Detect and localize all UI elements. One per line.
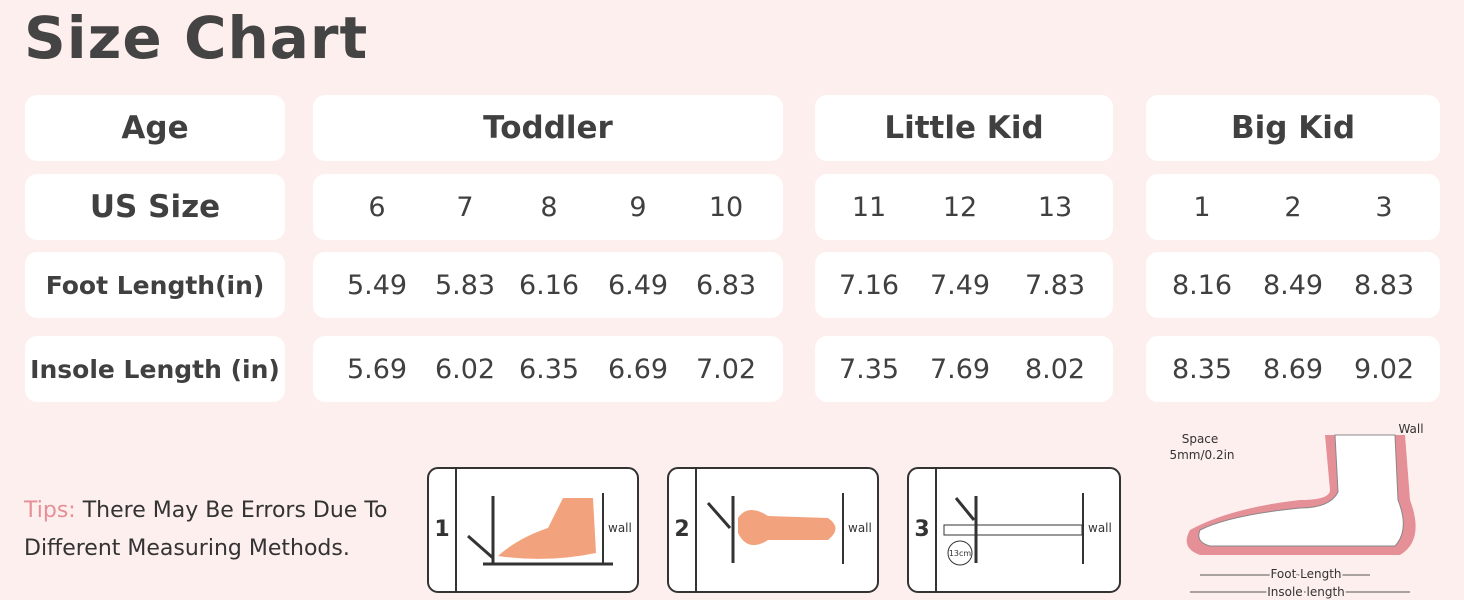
value: 8.16 bbox=[1171, 269, 1233, 301]
foot-diagram: Space 5mm/0.2in Wall Foot Length Insole … bbox=[1169, 422, 1423, 600]
value: 7.02 bbox=[695, 353, 757, 385]
insole-length-label: Insole length bbox=[1267, 585, 1345, 599]
header-cell bbox=[313, 95, 783, 161]
step-number: 2 bbox=[674, 517, 689, 542]
header-cell bbox=[815, 95, 1113, 161]
cell bbox=[1146, 336, 1440, 402]
wall-label: Wall bbox=[1398, 422, 1423, 436]
cell bbox=[1146, 174, 1440, 240]
value: 5.69 bbox=[346, 353, 408, 385]
wall-label: wall bbox=[1088, 521, 1112, 535]
value: 7.69 bbox=[929, 353, 991, 385]
value: 6.02 bbox=[434, 353, 496, 385]
row-label: Insole Length (in) bbox=[30, 354, 280, 384]
space-label: Space bbox=[1182, 432, 1219, 446]
value: 10 bbox=[708, 191, 744, 223]
value: 8.35 bbox=[1171, 353, 1233, 385]
value: 7.83 bbox=[1024, 269, 1086, 301]
row-label: US Size bbox=[89, 189, 221, 225]
value: 5.83 bbox=[434, 269, 496, 301]
value: 7 bbox=[456, 191, 474, 223]
header-text: Big Kid bbox=[1230, 110, 1356, 146]
value: 8.83 bbox=[1353, 269, 1415, 301]
row-label: Foot Length(in) bbox=[45, 270, 265, 300]
value: 7.49 bbox=[929, 269, 991, 301]
value: 6.69 bbox=[607, 353, 669, 385]
value: 6.83 bbox=[695, 269, 757, 301]
tips-label: Tips: bbox=[24, 498, 76, 523]
cell bbox=[1146, 252, 1440, 318]
header-cell bbox=[1146, 95, 1440, 161]
value: 9.02 bbox=[1353, 353, 1415, 385]
cell bbox=[25, 336, 285, 402]
cell bbox=[815, 174, 1113, 240]
cell bbox=[313, 252, 783, 318]
header-cell bbox=[25, 95, 285, 161]
value: 11 bbox=[851, 191, 887, 223]
cell bbox=[313, 174, 783, 240]
value: 6.49 bbox=[607, 269, 669, 301]
diagrams: 1 wall 2 wall 3 13cm wall Space 5mm/0.2i… bbox=[427, 422, 1424, 600]
value: 1 bbox=[1193, 191, 1211, 223]
value: 3 bbox=[1375, 191, 1393, 223]
value: 7.35 bbox=[838, 353, 900, 385]
cell bbox=[25, 174, 285, 240]
tips-text: There May Be Errors Due To Different Mea… bbox=[24, 498, 388, 561]
value: 8.02 bbox=[1024, 353, 1086, 385]
value: 9 bbox=[629, 191, 647, 223]
step-number: 1 bbox=[434, 517, 449, 542]
value: 6.35 bbox=[518, 353, 580, 385]
cell bbox=[815, 336, 1113, 402]
value: 5.49 bbox=[346, 269, 408, 301]
value: 13 bbox=[1037, 191, 1073, 223]
header-text: Toddler bbox=[483, 110, 613, 146]
foot-length-label: Foot Length bbox=[1270, 567, 1341, 581]
value: 6.16 bbox=[518, 269, 580, 301]
wall-label: wall bbox=[608, 521, 632, 535]
value: 8 bbox=[540, 191, 558, 223]
mark-label: 13cm bbox=[949, 549, 972, 558]
wall-label: wall bbox=[848, 521, 872, 535]
tips: Tips: There May Be Errors Due To Differe… bbox=[24, 492, 404, 568]
step-3: 3 13cm wall bbox=[907, 467, 1121, 593]
value: 8.49 bbox=[1262, 269, 1324, 301]
header-text: Age bbox=[121, 110, 189, 146]
space-size: 5mm/0.2in bbox=[1169, 448, 1234, 462]
value: 8.69 bbox=[1262, 353, 1324, 385]
cell bbox=[313, 336, 783, 402]
cell bbox=[815, 252, 1113, 318]
step-number: 3 bbox=[914, 517, 929, 542]
value: 7.16 bbox=[838, 269, 900, 301]
value: 2 bbox=[1284, 191, 1302, 223]
header-text: Little Kid bbox=[884, 110, 1044, 146]
value: 12 bbox=[942, 191, 978, 223]
step-2: 2 wall bbox=[667, 467, 879, 593]
cell bbox=[25, 252, 285, 318]
value: 6 bbox=[368, 191, 386, 223]
title: Size Chart bbox=[24, 4, 369, 72]
step-1: 1 wall bbox=[427, 467, 639, 593]
